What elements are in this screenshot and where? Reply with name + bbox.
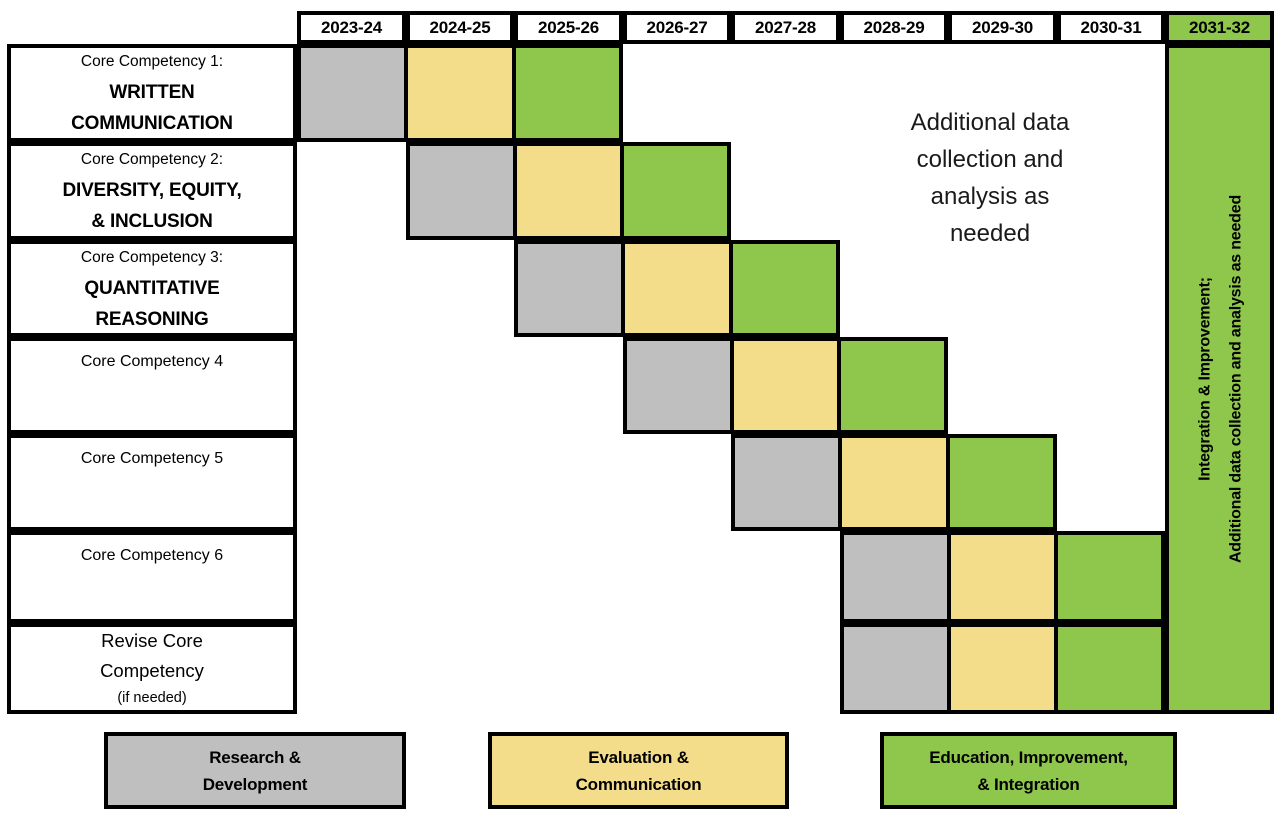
- row-label-6: Core Competency 6: [7, 531, 297, 623]
- year-header-2029-30: 2029-30: [948, 11, 1057, 44]
- integration-column: Integration & Improvement; Additional da…: [1165, 44, 1274, 714]
- phase-cell-research-2028-29: [844, 627, 947, 710]
- phase-cell-education-2025-26: [511, 48, 619, 138]
- row-label-4: Core Competency 4: [7, 337, 297, 434]
- legend-evaluation-communication: Evaluation & Communication: [488, 732, 789, 809]
- schedule-row-5: [731, 434, 1057, 531]
- row-label-2: Core Competency 2: DIVERSITY, EQUITY, & I…: [7, 142, 297, 240]
- row-label-title: Core Competency 2:: [80, 151, 224, 168]
- row-label-title: Core Competency 3:: [80, 248, 224, 266]
- year-header-2030-31: 2030-31: [1057, 11, 1165, 44]
- row-label-emphasis: QUANTITATIVE REASONING: [84, 277, 220, 330]
- integration-column-label: Integration & Improvement; Additional da…: [1169, 48, 1270, 710]
- phase-cell-research-2027-28: [735, 438, 839, 527]
- row-label-note: (if needed): [117, 690, 187, 706]
- row-label-emphasis: WRITTEN COMMUNICATION: [71, 82, 233, 134]
- year-header-2026-27: 2026-27: [623, 11, 731, 44]
- legend-evaluation-label: Evaluation & Communication: [575, 747, 702, 794]
- phase-cell-research-2023-24: [301, 48, 405, 138]
- row-label-title: Core Competency 1:: [80, 53, 224, 70]
- year-header-2027-28: 2027-28: [731, 11, 840, 44]
- row-label-title: Core Competency 5: [80, 450, 224, 467]
- phase-cell-education-2026-27: [620, 146, 727, 236]
- phase-cell-research-2026-27: [627, 341, 730, 430]
- phase-cell-education-2029-30: [945, 438, 1053, 527]
- row-label-3: Core Competency 3: QUANTITATIVE REASONING: [7, 240, 297, 337]
- year-header-2023-24: 2023-24: [297, 11, 406, 44]
- strip-label-line2: Additional data collection and analysis …: [1226, 194, 1244, 564]
- phase-cell-research-2025-26: [518, 244, 622, 333]
- phase-cell-evaluation-2029-30: [947, 535, 1054, 619]
- row-label-7: Revise Core Competency (if needed): [7, 623, 297, 714]
- phase-cell-research-2028-29: [844, 535, 947, 619]
- phase-cell-education-2030-31: [1054, 535, 1161, 619]
- year-header-2031-32: 2031-32: [1165, 11, 1274, 44]
- row-label-emphasis: DIVERSITY, EQUITY, & INCLUSION: [62, 180, 242, 232]
- year-header-2025-26: 2025-26: [514, 11, 623, 44]
- annotation-text: Additional data collection and analysis …: [910, 109, 1070, 247]
- schedule-row-1: [297, 44, 623, 142]
- year-header-2024-25: 2024-25: [406, 11, 514, 44]
- year-header-2028-29: 2028-29: [840, 11, 948, 44]
- phase-cell-evaluation-2026-27: [621, 244, 729, 333]
- phase-cell-evaluation-2028-29: [838, 438, 946, 527]
- strip-label-line1: Integration & Improvement;: [1195, 277, 1213, 481]
- phase-cell-education-2027-28: [728, 244, 836, 333]
- row-label-title: Core Competency 6: [80, 547, 224, 564]
- phase-cell-research-2024-25: [410, 146, 513, 236]
- phase-cell-evaluation-2027-28: [730, 341, 837, 430]
- phase-cell-education-2030-31: [1054, 627, 1161, 710]
- phase-cell-evaluation-2024-25: [404, 48, 512, 138]
- phase-cell-evaluation-2025-26: [513, 146, 620, 236]
- row-label-title: Revise Core Competency: [100, 630, 204, 681]
- phase-cell-evaluation-2029-30: [947, 627, 1054, 710]
- row-label-1: Core Competency 1: WRITTEN COMMUNICATION: [7, 44, 297, 142]
- legend-research-development: Research & Development: [104, 732, 406, 809]
- schedule-row-7: [840, 623, 1165, 714]
- legend-education-improvement-integration: Education, Improvement, & Integration: [880, 732, 1177, 809]
- legend-research-label: Research & Development: [202, 747, 308, 794]
- row-label-5: Core Competency 5: [7, 434, 297, 531]
- schedule-row-3: [514, 240, 840, 337]
- legend-education-label: Education, Improvement, & Integration: [929, 747, 1128, 794]
- schedule-row-6: [840, 531, 1165, 623]
- phase-cell-education-2028-29: [837, 341, 944, 430]
- row-label-title: Core Competency 4: [80, 353, 224, 370]
- schedule-row-2: [406, 142, 731, 240]
- schedule-row-4: [623, 337, 948, 434]
